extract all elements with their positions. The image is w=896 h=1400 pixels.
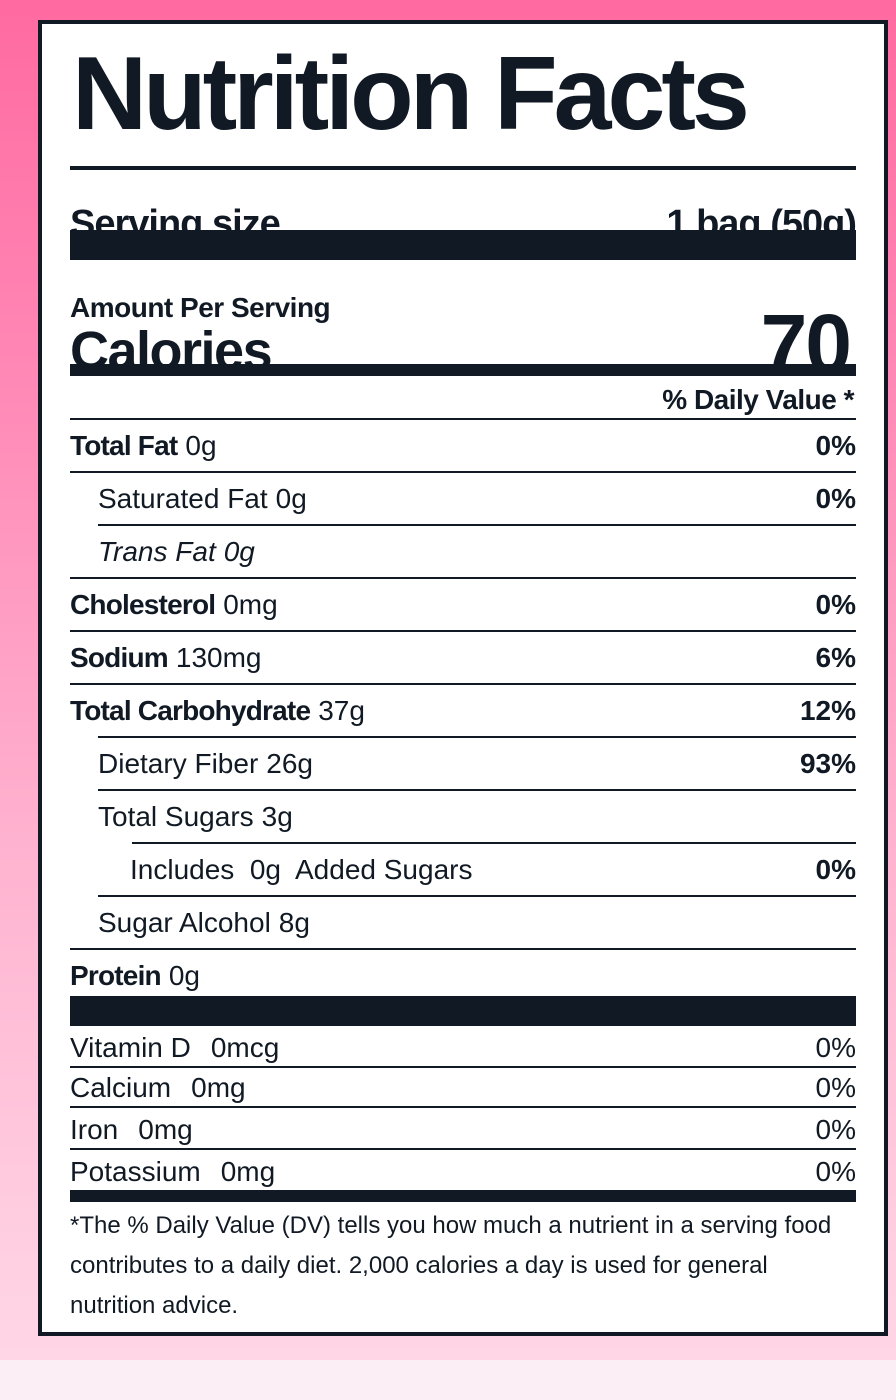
nutrient-row-total-carbohydrate: Total Carbohydrate 37g 12% xyxy=(70,685,856,737)
divider xyxy=(70,1106,856,1108)
nutrient-amount: 0g xyxy=(185,430,217,461)
divider xyxy=(70,948,856,950)
nutrient-name: Total Fat xyxy=(70,430,178,461)
nutrient-row-trans-fat: Trans Fat 0g xyxy=(70,526,856,578)
nutrient-row-protein: Protein 0g xyxy=(70,950,856,1002)
divider xyxy=(70,1066,856,1068)
vitamin-row-potassium: Potassium 0mg 0% xyxy=(70,1152,856,1192)
nutrient-name: Total Carbohydrate xyxy=(70,695,311,726)
thick-rule-3 xyxy=(70,996,856,1026)
divider xyxy=(98,736,856,738)
vitamin-name: Potassium xyxy=(70,1156,201,1187)
nutrient-amount: 3g xyxy=(261,801,293,832)
nutrient-dv: 12% xyxy=(799,695,856,726)
divider xyxy=(98,895,856,897)
vitamin-dv: 0% xyxy=(815,1032,856,1063)
nutrient-dv: 6% xyxy=(815,642,856,673)
vitamin-amount: 0mg xyxy=(138,1114,193,1145)
nutrition-facts-label: Nutrition Facts Serving size 1 bag (50g)… xyxy=(38,20,888,1336)
divider xyxy=(70,1148,856,1150)
nutrient-row-added-sugars: Includes 0g Added Sugars 0% xyxy=(70,844,856,896)
nutrient-amount: 130mg xyxy=(175,642,262,673)
vitamin-row-iron: Iron 0mg 0% xyxy=(70,1110,856,1150)
thick-rule-1 xyxy=(70,230,856,260)
vitamin-amount: 0mg xyxy=(191,1072,246,1103)
nutrient-name: Trans Fat xyxy=(98,536,216,567)
nutrient-amount: 8g xyxy=(278,907,310,938)
nutrient-dv: 0% xyxy=(815,589,856,620)
divider xyxy=(70,418,856,420)
nutrient-name: Protein xyxy=(70,960,162,991)
nutrient-row-cholesterol: Cholesterol 0mg 0% xyxy=(70,579,856,631)
nutrient-amount: 0g xyxy=(223,536,255,567)
divider xyxy=(70,577,856,579)
footnote: *The % Daily Value (DV) tells you how mu… xyxy=(70,1212,832,1319)
vitamin-name: Vitamin D xyxy=(70,1032,191,1063)
nutrient-row-saturated-fat: Saturated Fat 0g 0% xyxy=(70,473,856,525)
nutrient-amount: 26g xyxy=(266,748,313,779)
divider xyxy=(98,524,856,526)
vitamin-dv: 0% xyxy=(815,1072,856,1103)
divider xyxy=(70,630,856,632)
vitamin-dv: 0% xyxy=(815,1156,856,1187)
nutrient-row-total-sugars: Total Sugars 3g xyxy=(70,791,856,843)
thick-rule-2 xyxy=(70,364,856,376)
amount-per-serving: Amount Per Serving xyxy=(70,292,331,323)
nutrient-name: Cholesterol xyxy=(70,589,216,620)
divider xyxy=(98,789,856,791)
divider xyxy=(70,683,856,685)
nutrient-name: Sugar Alcohol xyxy=(98,907,271,938)
vitamin-name: Iron xyxy=(70,1114,119,1145)
vitamin-amount: 0mg xyxy=(220,1156,276,1187)
nutrient-row-sodium: Sodium 130mg 6% xyxy=(70,632,856,684)
nutrient-dv: 93% xyxy=(799,748,856,779)
nutrient-row-sugar-alcohol: Sugar Alcohol 8g xyxy=(70,897,856,949)
page-bottom-strip xyxy=(0,1360,896,1400)
nutrient-row-total-fat: Total Fat 0g 0% xyxy=(70,420,856,472)
divider xyxy=(132,842,856,844)
nutrient-name: Saturated Fat xyxy=(98,483,268,514)
vitamin-row-calcium: Calcium 0mg 0% xyxy=(70,1068,856,1108)
nutrient-amount: 0mg xyxy=(223,589,278,620)
vitamin-name: Calcium xyxy=(70,1072,172,1103)
nutrient-name: Includes 0g Added Sugars xyxy=(130,854,473,885)
nutrient-dv: 0% xyxy=(815,430,856,461)
vitamin-row-vitamin-d: Vitamin D 0mcg 0% xyxy=(70,1028,856,1068)
daily-value-header: % Daily Value * xyxy=(662,384,854,415)
vitamin-dv: 0% xyxy=(815,1114,856,1145)
nutrient-name: Total Sugars xyxy=(98,801,254,832)
divider xyxy=(70,471,856,473)
vitamin-amount: 0mcg xyxy=(210,1032,280,1063)
label-title: Nutrition Facts xyxy=(72,36,750,152)
thick-rule-4 xyxy=(70,1190,856,1202)
nutrient-dv: 0% xyxy=(815,483,856,514)
nutrient-row-dietary-fiber: Dietary Fiber 26g 93% xyxy=(70,738,856,790)
nutrient-name: Dietary Fiber xyxy=(98,748,259,779)
title-rule xyxy=(70,166,856,170)
nutrient-dv: 0% xyxy=(815,854,856,885)
nutrient-amount: 37g xyxy=(318,695,365,726)
nutrient-amount: 0g xyxy=(168,960,201,991)
nutrient-amount: 0g xyxy=(275,483,307,514)
nutrient-name: Sodium xyxy=(70,642,169,673)
